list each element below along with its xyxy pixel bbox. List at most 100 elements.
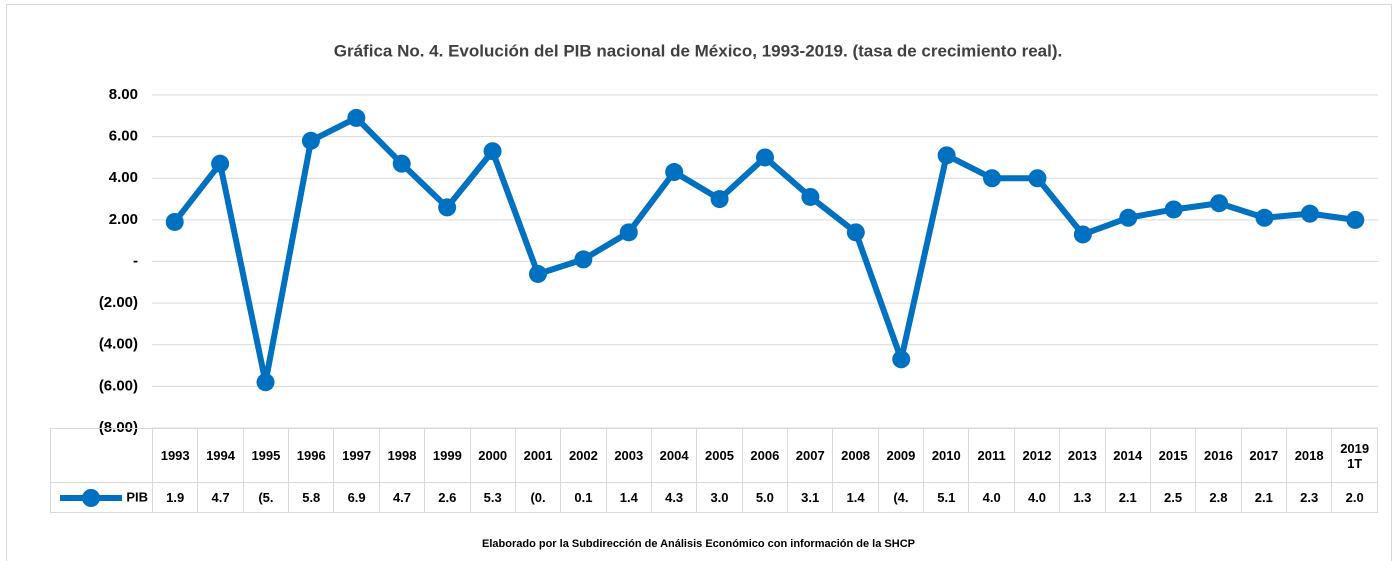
legend-dot — [82, 488, 101, 507]
y-tick-label: 6.00 — [109, 128, 138, 145]
legend-cell: PIB — [50, 482, 153, 513]
data-point — [1255, 208, 1274, 227]
category-cell: 2015 — [1149, 428, 1197, 483]
category-cell: 2016 — [1195, 428, 1242, 483]
value-cell: 2.3 — [1285, 482, 1333, 513]
category-cell: 2018 — [1285, 428, 1333, 483]
data-point — [1073, 225, 1092, 244]
data-point — [846, 223, 865, 242]
value-cell: 5.3 — [469, 482, 516, 513]
category-cell: 2000 — [469, 428, 516, 483]
category-row: 1993 1994 1995 1996 1997 1998 1999 2000 2001 2002… — [50, 428, 1378, 483]
value-cell: 5.8 — [288, 482, 335, 513]
category-cell: 2002 — [560, 428, 607, 483]
data-point — [1300, 204, 1319, 223]
data-point — [1210, 194, 1229, 213]
category-cell: 1994 — [197, 428, 244, 483]
category-cell: 2013 — [1059, 428, 1106, 483]
value-row: PIB 1.9 4.7 (5. 5.8 6.9 4.7 2.6 5.3 (0. 0.1 1.4 4.3 3… — [50, 482, 1378, 513]
y-tick-label: (2.00) — [99, 294, 138, 311]
value-cell: 4.0 — [1013, 482, 1061, 513]
category-cell: 1999 — [424, 428, 471, 483]
category-cell: 1993 — [151, 428, 199, 483]
category-cell: 2017 — [1240, 428, 1287, 483]
category-cell: 2007 — [787, 428, 834, 483]
data-point — [619, 223, 638, 242]
data-point — [892, 350, 911, 369]
category-cell: 2003 — [605, 428, 652, 483]
data-point — [1119, 208, 1138, 227]
value-cell: 2.1 — [1104, 482, 1151, 513]
data-point — [256, 373, 275, 392]
category-cell: 2009 — [877, 428, 925, 483]
data-point — [710, 190, 729, 209]
data-point — [756, 148, 774, 167]
category-cell: 2008 — [832, 428, 879, 483]
value-cell: 1.9 — [151, 482, 199, 513]
chart-frame — [6, 4, 1392, 561]
category-cell: 2004 — [650, 428, 698, 483]
category-cell: 1997 — [333, 428, 380, 483]
y-tick-label: 4.00 — [109, 169, 138, 186]
data-point — [665, 163, 684, 182]
data-point — [574, 250, 593, 269]
data-point — [211, 154, 230, 173]
category-cell: 2012 — [1013, 428, 1061, 483]
value-cell: 2.1 — [1240, 482, 1287, 513]
category-cell: 2005 — [696, 428, 743, 483]
data-point — [1164, 200, 1183, 219]
data-point — [983, 169, 1002, 188]
value-cell: (4. — [877, 482, 925, 513]
value-cell: 4.0 — [968, 482, 1015, 513]
value-cell: 3.0 — [696, 482, 743, 513]
data-point — [1028, 169, 1047, 188]
legend-label: PIB — [126, 488, 148, 504]
value-cell: 1.3 — [1059, 482, 1106, 513]
corner-cell — [50, 428, 153, 483]
y-tick-label: (6.00) — [99, 377, 138, 394]
value-cell: 4.7 — [197, 482, 244, 513]
value-cell: 1.4 — [605, 482, 652, 513]
data-point — [438, 198, 457, 217]
value-cell: 2.8 — [1195, 482, 1242, 513]
data-table: 1993 1994 1995 1996 1997 1998 1999 2000 2001 2002… — [50, 428, 1378, 513]
value-cell: 2.5 — [1149, 482, 1197, 513]
category-cell: 2014 — [1104, 428, 1151, 483]
data-point — [801, 187, 820, 206]
data-point — [528, 264, 547, 283]
y-tick-label: - — [133, 252, 138, 269]
category-cell: 1998 — [378, 428, 426, 483]
data-point — [483, 142, 502, 161]
value-cell: (0. — [514, 482, 562, 513]
category-cell: 2006 — [741, 428, 789, 483]
value-cell: 5.0 — [741, 482, 789, 513]
value-cell: 1.4 — [832, 482, 879, 513]
value-cell: 0.1 — [560, 482, 607, 513]
data-point — [347, 108, 366, 127]
data-point — [165, 212, 184, 231]
data-point — [301, 131, 320, 150]
category-cell: 2019 1T — [1331, 428, 1378, 483]
source-note: Elaborado por la Subdirección de Análisi… — [482, 538, 915, 550]
value-cell: 4.7 — [378, 482, 426, 513]
y-tick-label: 2.00 — [109, 211, 138, 228]
legend-marker — [60, 488, 123, 507]
category-cell: 2010 — [923, 428, 970, 483]
y-tick-label: 8.00 — [109, 86, 138, 103]
value-cell: (5. — [242, 482, 290, 513]
data-point — [937, 146, 956, 165]
value-cell: 3.1 — [787, 482, 834, 513]
category-cell: 1995 — [242, 428, 290, 483]
category-cell: 2011 — [968, 428, 1015, 483]
value-cell: 6.9 — [333, 482, 380, 513]
y-tick-label: (4.00) — [99, 336, 138, 353]
data-point — [392, 154, 411, 173]
value-cell: 4.3 — [650, 482, 698, 513]
value-cell: 2.0 — [1331, 482, 1378, 513]
chart-title: Gráfica No. 4. Evolución del PIB naciona… — [334, 41, 1062, 60]
value-cell: 5.1 — [923, 482, 970, 513]
data-point — [1346, 210, 1365, 229]
category-cell: 2001 — [514, 428, 562, 483]
value-cell: 2.6 — [424, 482, 471, 513]
